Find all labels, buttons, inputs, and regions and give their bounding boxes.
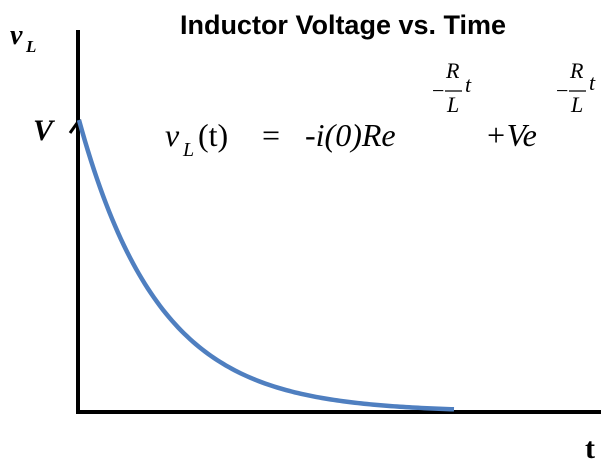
x-label: t	[585, 432, 595, 460]
eq-lhs-sub: L	[182, 139, 194, 161]
eq-term1-sign: −	[432, 78, 444, 103]
eq-equals: =	[262, 117, 280, 153]
eq-term2-coef: +Ve	[485, 117, 537, 153]
eq-term2-num: R	[569, 58, 584, 83]
eq-term2-sign: −	[556, 78, 568, 103]
eq-lhs-arg: (t)	[198, 117, 228, 153]
eq-term2-var: t	[589, 70, 596, 95]
eq-term2-den: L	[570, 92, 583, 117]
y-label: v	[10, 20, 23, 51]
eq-lhs-base: v	[165, 117, 180, 153]
eq-term1-num: R	[445, 58, 460, 83]
y-label-sub: L	[25, 37, 36, 56]
eq-term1-den: L	[446, 92, 459, 117]
y-marker: V	[33, 114, 56, 147]
title: Inductor Voltage vs. Time	[180, 10, 506, 40]
equation: v L (t) = -i(0)Re − R L t +Ve − R L t	[165, 58, 596, 161]
decay-curve	[76, 119, 455, 412]
eq-term1-var: t	[465, 72, 472, 97]
eq-term1-coef: -i(0)Re	[305, 117, 396, 153]
